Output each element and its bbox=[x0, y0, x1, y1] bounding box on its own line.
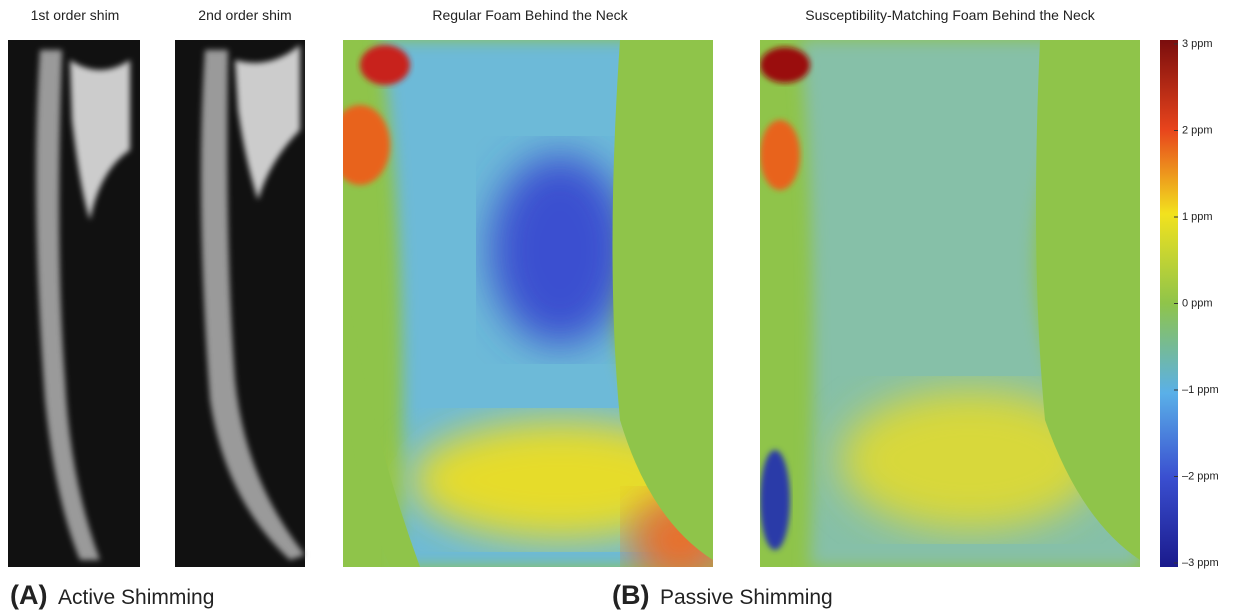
tick-label: 1 ppm bbox=[1182, 211, 1213, 223]
tick-label: –2 ppm bbox=[1182, 470, 1219, 482]
tick-label: –3 ppm bbox=[1182, 557, 1219, 569]
panel-label: Active Shimming bbox=[58, 586, 214, 609]
panel-title: Regular Foam Behind the Neck bbox=[432, 7, 628, 23]
panel-title: 1st order shim bbox=[31, 7, 120, 23]
panel-letter: (A) bbox=[10, 580, 47, 610]
panel-label: Passive Shimming bbox=[660, 586, 833, 609]
field-map bbox=[760, 40, 1140, 567]
mri-image bbox=[8, 40, 305, 567]
panel-letter: (B) bbox=[612, 580, 649, 610]
figure: 1st order shim 2nd order shim Regular Fo… bbox=[0, 0, 1247, 613]
tick-label: 0 ppm bbox=[1182, 297, 1213, 309]
field-map bbox=[330, 40, 730, 585]
tick-label: 3 ppm bbox=[1182, 38, 1213, 50]
panel-title: 2nd order shim bbox=[198, 7, 291, 23]
panel-title: Susceptibility-Matching Foam Behind the … bbox=[805, 7, 1095, 23]
tick-label: –1 ppm bbox=[1182, 384, 1219, 396]
tick-label: 2 ppm bbox=[1182, 124, 1213, 136]
